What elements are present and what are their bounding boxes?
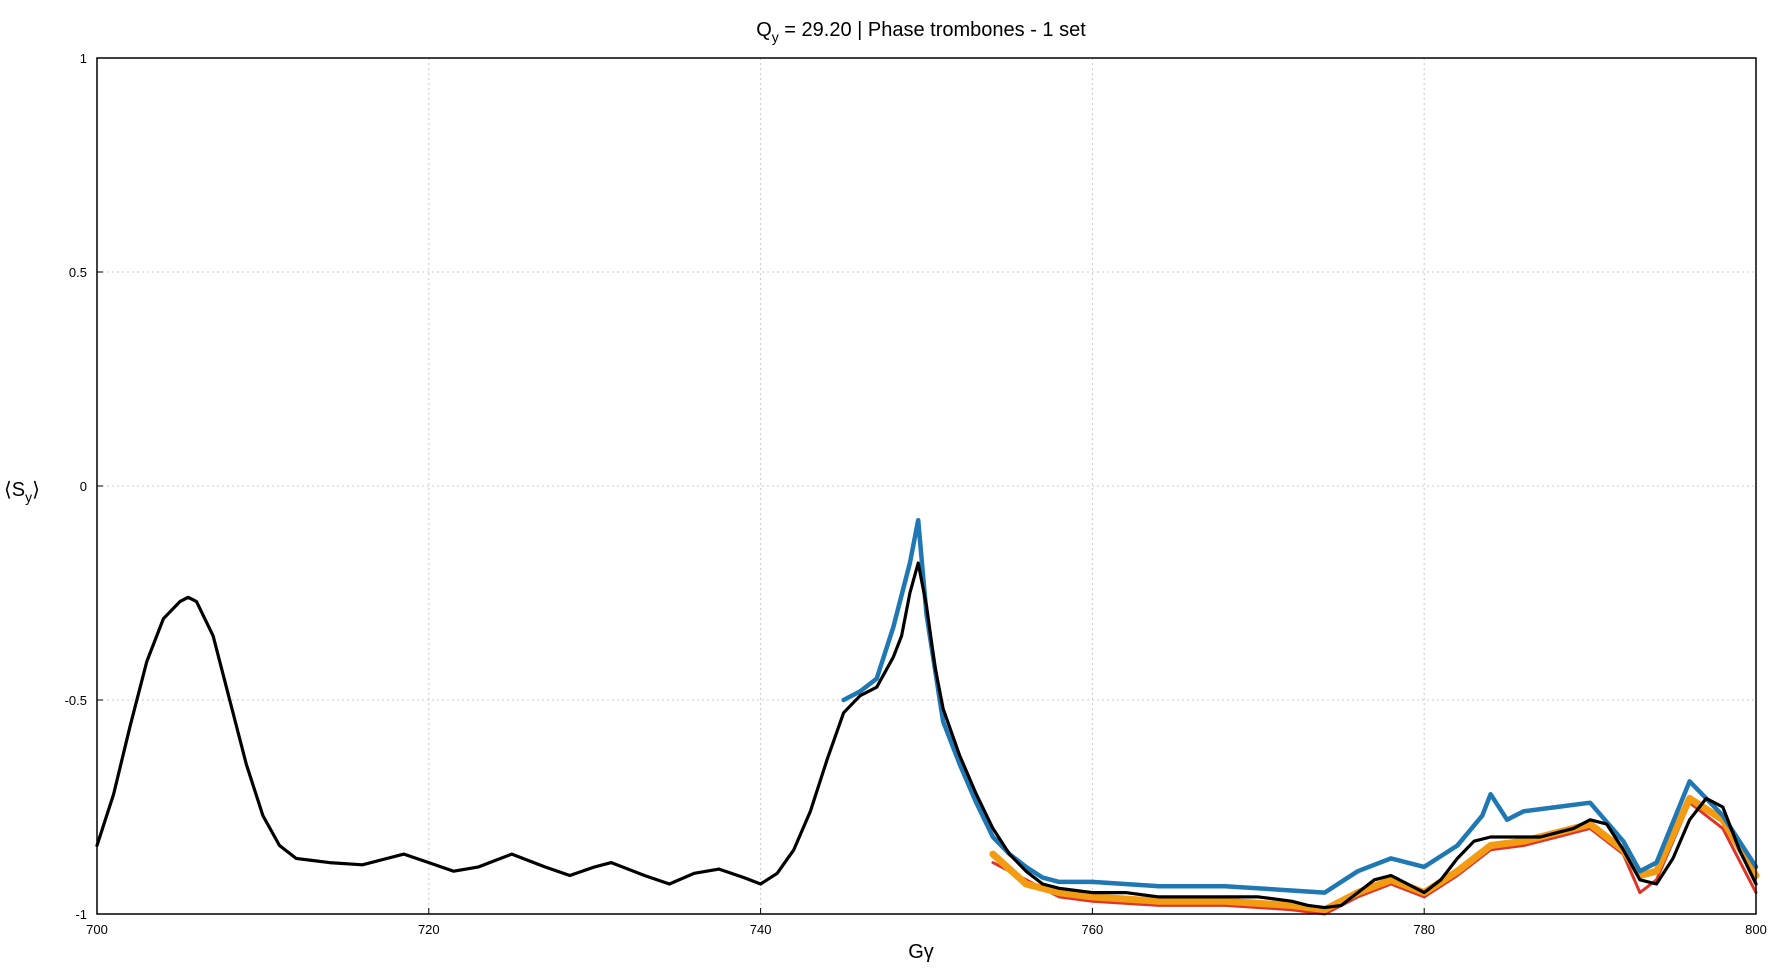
x-tick-label: 740 (750, 922, 772, 937)
x-tick-label: 760 (1082, 922, 1104, 937)
x-tick-label: 700 (86, 922, 108, 937)
grid-layer (97, 58, 1756, 914)
y-tick-label: 0.5 (69, 265, 87, 280)
y-tick-label: -1 (75, 907, 87, 922)
series-layer (95, 517, 1760, 916)
y-tick-label: 0 (80, 479, 87, 494)
series-line-blue (841, 517, 1759, 895)
y-tick-label: -0.5 (65, 693, 87, 708)
chart-title: Qy = 29.20 | Phase trombones - 1 set (756, 19, 1086, 45)
y-tick-label: 1 (80, 51, 87, 66)
series-line-black (95, 561, 1758, 910)
tick-layer: 700 720 740 760 780 800 1 0.5 0 -0.5 -1 (65, 51, 1767, 937)
y-axis-label: ⟨Sy⟩ (4, 479, 40, 505)
x-tick-label: 720 (418, 922, 440, 937)
series-line-orange (989, 794, 1760, 914)
x-tick-label: 780 (1413, 922, 1435, 937)
x-axis-label: Gγ (908, 941, 934, 963)
x-tick-label: 800 (1745, 922, 1767, 937)
